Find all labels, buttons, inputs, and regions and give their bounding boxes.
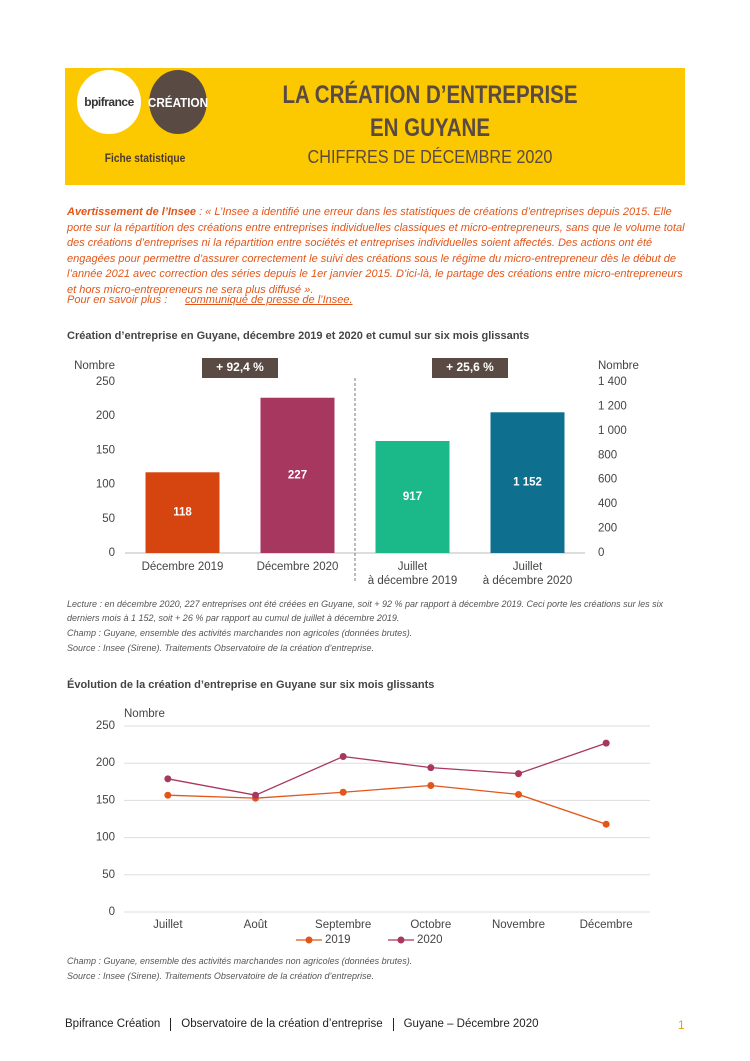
warning-label: Avertissement de l’Insee: [67, 206, 197, 218]
point: [164, 775, 172, 783]
series-line: [167, 742, 607, 796]
annotation-box: [432, 358, 508, 378]
y2-tick-label: 1 000: [598, 425, 627, 437]
x-tick-label: Août: [244, 919, 268, 931]
annotation: + 25,6 %: [446, 360, 494, 374]
chart-notes: Lecture : en décembre 2020, 227 entrepri…: [67, 597, 687, 656]
value-label: 227: [288, 469, 307, 481]
bar: [375, 440, 450, 553]
legend-label: 2019: [325, 934, 351, 946]
y2-tick-label: 0: [598, 547, 604, 559]
chart-notes: Champ : Guyane, ensemble des activités m…: [67, 954, 687, 984]
value-label: 1 152: [513, 477, 542, 489]
y-tick-label: 200: [96, 410, 115, 422]
y-axis-title: Nombre: [124, 708, 165, 720]
header-label: Fiche statistique: [104, 151, 186, 165]
y-tick-label: 50: [102, 513, 115, 525]
footer-item: Bpifrance Création: [65, 1018, 161, 1030]
note: Source : Insee (Sirene). Traitements Obs…: [67, 971, 374, 981]
y-tick-label: 0: [109, 547, 115, 559]
y2-tick-label: 800: [598, 449, 617, 461]
note: Champ : Guyane, ensemble des activités m…: [67, 956, 413, 966]
y-tick-label: 50: [102, 869, 115, 881]
more-label: Pour en savoir plus :: [67, 294, 168, 306]
y-tick-label: 100: [96, 832, 115, 844]
x-tick-label: Décembre 2020: [256, 561, 339, 573]
chart-title: Évolution de la création d’entreprise en…: [67, 679, 435, 691]
warning: Avertissement de l’Insee : « L’Insee a i…: [67, 205, 687, 298]
y2-tick-label: 1 200: [598, 400, 627, 412]
note: Lecture : en décembre 2020, 227 entrepri…: [67, 599, 664, 623]
y2-tick-label: 600: [598, 474, 617, 486]
chart-title: Création d’entreprise en Guyane, décembr…: [67, 330, 530, 342]
y2-tick-label: 400: [598, 498, 617, 510]
title-line: EN GUYANE: [369, 114, 491, 142]
y-tick-label: 0: [109, 906, 115, 918]
logo-bpifrance: bpifrance: [77, 70, 141, 134]
bar: [490, 412, 565, 553]
point: [427, 782, 435, 790]
point: [515, 770, 522, 778]
point: [427, 764, 435, 772]
legend-marker: [397, 936, 405, 944]
header: bpifrance CRÉATION Fiche statistique LA …: [65, 68, 685, 185]
bar: [260, 397, 335, 553]
x-tick-label: Juillet: [153, 919, 183, 931]
x-tick-label: Septembre: [315, 919, 371, 931]
note: Champ : Guyane, ensemble des activités m…: [67, 628, 413, 638]
annotation-box: [202, 358, 278, 378]
y-axis-title: Nombre: [74, 360, 115, 372]
y2-tick-label: 1 400: [598, 376, 627, 388]
footer-item: Guyane – Décembre 2020: [392, 1018, 549, 1031]
point: [339, 753, 347, 761]
point: [515, 790, 522, 798]
subtitle: CHIFFRES DE DÉCEMBRE 2020: [307, 147, 553, 167]
bar: [145, 472, 220, 553]
y-tick-label: 150: [96, 444, 115, 456]
y-tick-label: 250: [96, 720, 115, 732]
x-tick-label: Juillet à décembre 2020: [482, 561, 573, 587]
x-tick-label: Octobre: [410, 919, 451, 931]
point: [602, 820, 610, 828]
y-tick-label: 100: [96, 479, 115, 491]
series-line: [167, 784, 607, 825]
point: [252, 791, 259, 799]
note: Source : Insee (Sirene). Traitements Obs…: [67, 643, 374, 653]
value-label: 118: [173, 507, 192, 519]
point: [602, 739, 610, 747]
point: [164, 791, 172, 799]
title-line: LA CRÉATION D’ENTREPRISE: [282, 81, 578, 109]
legend-label: 2020: [417, 934, 443, 946]
x-tick-label: Juillet à décembre 2019: [367, 561, 458, 587]
point: [339, 788, 347, 796]
footer: Bpifrance Création Observatoire de la cré…: [65, 1018, 549, 1031]
page-number: 1: [678, 1018, 685, 1032]
warning-text: : « L’Insee a identifié une erreur dans …: [67, 206, 685, 296]
value-label: 917: [403, 491, 422, 503]
logo-creation: CRÉATION: [148, 70, 208, 134]
x-tick-label: Décembre: [580, 919, 633, 931]
press-link[interactable]: communiqué de presse de l’Insee.: [185, 294, 353, 306]
x-tick-label: Décembre 2019: [141, 561, 224, 573]
x-tick-label: Novembre: [492, 919, 545, 931]
y-tick-label: 200: [96, 757, 115, 769]
legend-marker: [305, 936, 313, 944]
y-tick-label: 250: [96, 376, 115, 388]
y-tick-label: 150: [96, 794, 115, 806]
y2-tick-label: 200: [598, 523, 617, 535]
annotation: + 92,4 %: [216, 360, 264, 374]
y2-axis-title: Nombre: [598, 360, 639, 372]
footer-item: Observatoire de la création d’entreprise: [170, 1018, 392, 1031]
